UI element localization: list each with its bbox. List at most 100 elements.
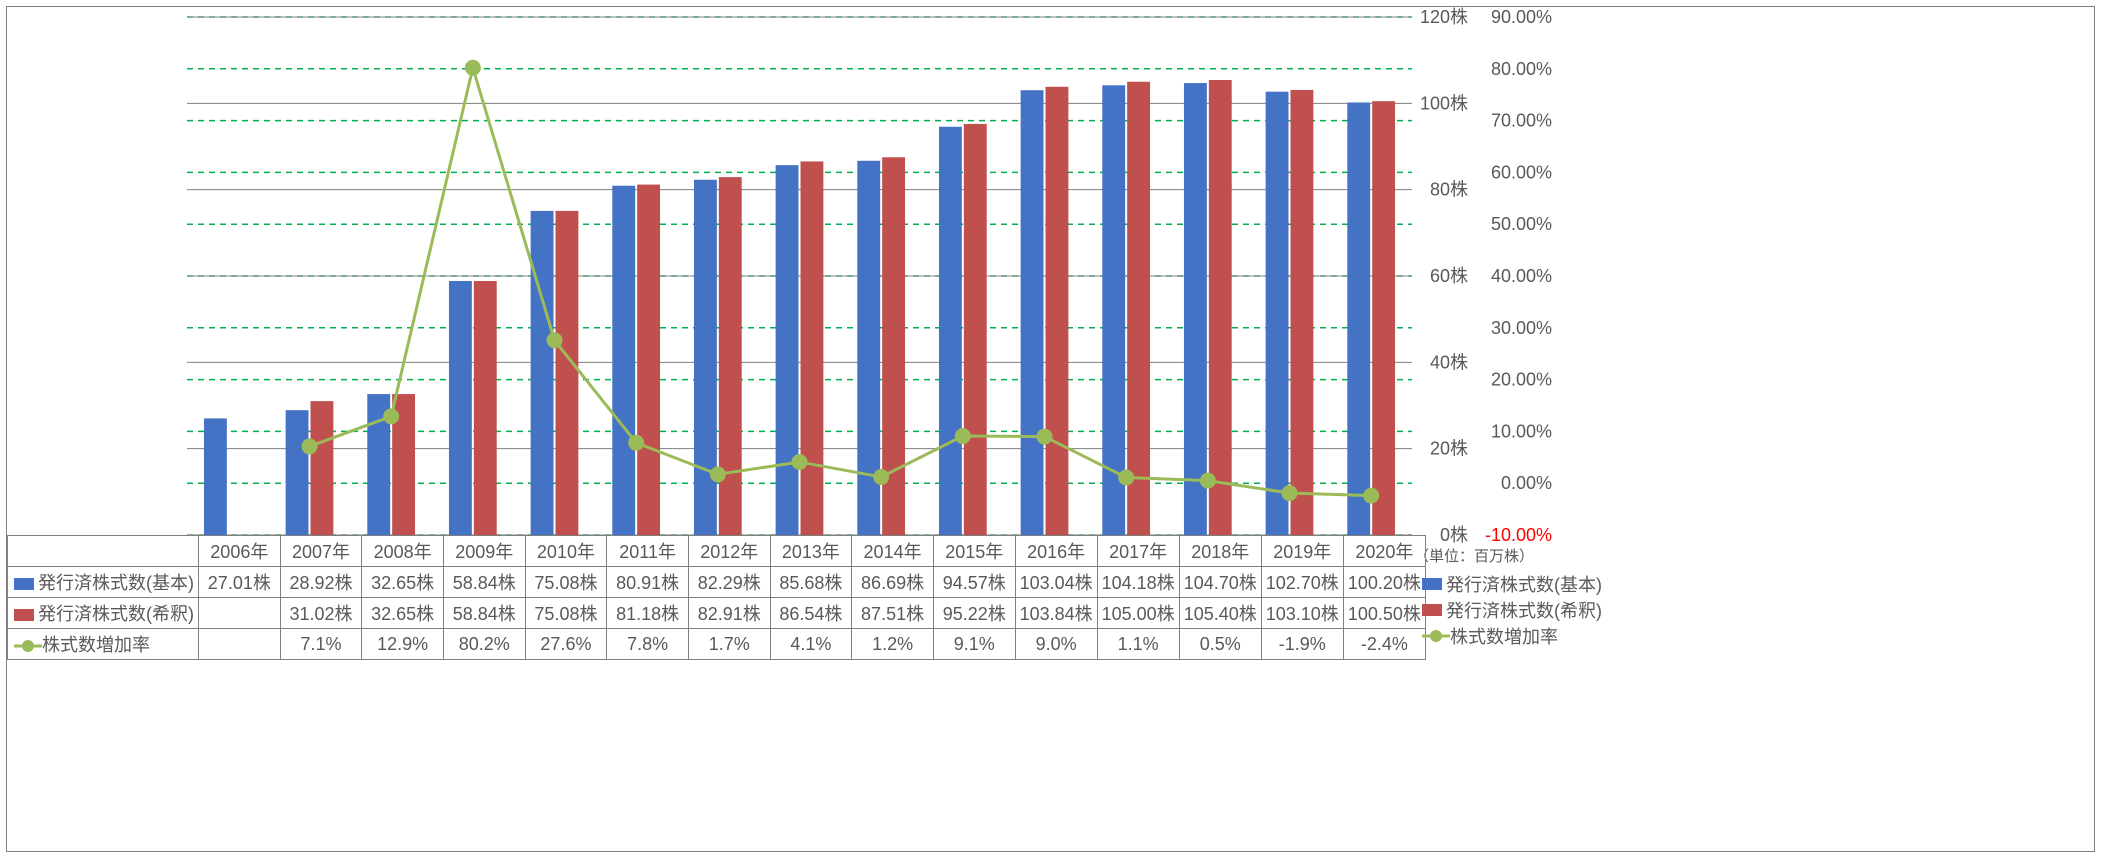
right-axis-tick: 40.00% — [1491, 266, 1552, 286]
row-head-label: 発行済株式数(希釈) — [38, 604, 194, 624]
table-cell-growth: 1.7% — [688, 629, 770, 660]
growth-marker — [1037, 429, 1053, 445]
bar-diluted — [719, 177, 742, 535]
legend-item-diluted: 発行済株式数(希釈) — [1422, 597, 1602, 623]
table-cell-diluted — [199, 598, 281, 629]
growth-marker — [383, 408, 399, 424]
table-category-cell: 2006年 — [199, 536, 281, 567]
legend-label: 発行済株式数(基本) — [1446, 571, 1602, 597]
table-cell-growth: 12.9% — [362, 629, 444, 660]
table-cell-basic: 82.29株 — [688, 567, 770, 598]
table-cell-diluted: 103.84株 — [1015, 598, 1097, 629]
table-cell-growth: 7.8% — [607, 629, 689, 660]
unit-note: （単位：百万株） — [1414, 548, 1534, 565]
table-cell-diluted: 82.91株 — [688, 598, 770, 629]
bar-basic — [939, 127, 962, 535]
bar-diluted — [964, 124, 987, 535]
legend-swatch-bar — [1422, 604, 1442, 616]
growth-marker — [302, 438, 318, 454]
table-category-cell: 2013年 — [770, 536, 852, 567]
bar-basic — [204, 418, 227, 535]
table-category-cell: 2011年 — [607, 536, 689, 567]
growth-marker — [873, 469, 889, 485]
table-cell-basic: 27.01株 — [199, 567, 281, 598]
right-axis-tick: 0.00% — [1501, 473, 1552, 493]
table-cell-diluted: 58.84株 — [443, 598, 525, 629]
right-axis-tick: 60.00% — [1491, 162, 1552, 182]
table-cell-basic: 80.91株 — [607, 567, 689, 598]
row-head-label: 株式数増加率 — [42, 635, 150, 655]
growth-marker — [547, 332, 563, 348]
table-cell-basic: 104.18株 — [1097, 567, 1179, 598]
bar-basic — [612, 186, 635, 535]
bar-basic — [286, 410, 309, 535]
table-cell-growth: 80.2% — [443, 629, 525, 660]
table-category-cell: 2007年 — [280, 536, 362, 567]
bar-basic — [694, 180, 717, 535]
legend-label: 発行済株式数(希釈) — [1446, 597, 1602, 623]
table-category-cell: 2019年 — [1261, 536, 1343, 567]
left-axis-tick: 80株 — [1430, 180, 1468, 200]
right-axis-tick: -10.00% — [1485, 525, 1552, 545]
table-corner — [8, 536, 199, 567]
table-cell-basic: 94.57株 — [933, 567, 1015, 598]
table-category-cell: 2012年 — [688, 536, 770, 567]
row-head-label: 発行済株式数(基本) — [38, 573, 194, 593]
growth-marker — [1363, 488, 1379, 504]
legend-swatch-line — [14, 639, 42, 653]
table-cell-basic: 103.04株 — [1015, 567, 1097, 598]
table-cell-basic: 100.20株 — [1343, 567, 1425, 598]
table-cell-growth: 1.1% — [1097, 629, 1179, 660]
growth-marker — [1282, 485, 1298, 501]
table-cell-growth: 0.5% — [1179, 629, 1261, 660]
right-axis-tick: 80.00% — [1491, 59, 1552, 79]
bar-diluted — [556, 211, 579, 535]
combo-chart: 0株20株40株60株80株100株120株-10.00%0.00%10.00%… — [7, 7, 2096, 567]
left-axis-tick: 40株 — [1430, 352, 1468, 372]
right-axis-tick: 70.00% — [1491, 111, 1552, 131]
table-category-cell: 2010年 — [525, 536, 607, 567]
table-cell-growth: 4.1% — [770, 629, 852, 660]
legend-item-growth: 株式数増加率 — [1422, 623, 1602, 649]
table-cell-growth: 9.0% — [1015, 629, 1097, 660]
chart-container: 0株20株40株60株80株100株120株-10.00%0.00%10.00%… — [6, 6, 2095, 852]
left-axis-tick: 100株 — [1420, 93, 1468, 113]
table-cell-basic: 85.68株 — [770, 567, 852, 598]
bar-diluted — [637, 185, 660, 535]
table-cell-basic: 104.70株 — [1179, 567, 1261, 598]
table-category-cell: 2009年 — [443, 536, 525, 567]
table-category-cell: 2018年 — [1179, 536, 1261, 567]
row-head-basic: 発行済株式数(基本) — [8, 567, 199, 598]
table-cell-growth: 1.2% — [852, 629, 934, 660]
bar-basic — [1266, 92, 1289, 535]
table-cell-diluted: 75.08株 — [525, 598, 607, 629]
growth-marker — [955, 428, 971, 444]
table-cell-basic: 58.84株 — [443, 567, 525, 598]
table-cell-diluted: 100.50株 — [1343, 598, 1425, 629]
right-axis-tick: 10.00% — [1491, 421, 1552, 441]
table-cell-diluted: 95.22株 — [933, 598, 1015, 629]
growth-marker — [628, 435, 644, 451]
growth-marker — [1200, 473, 1216, 489]
legend-item-basic: 発行済株式数(基本) — [1422, 571, 1602, 597]
table-cell-basic: 28.92株 — [280, 567, 362, 598]
legend-swatch-line — [1422, 629, 1450, 643]
bar-diluted — [1046, 87, 1069, 535]
bar-diluted — [1127, 82, 1150, 535]
legend-label: 株式数増加率 — [1450, 623, 1558, 649]
row-head-growth: 株式数増加率 — [8, 629, 199, 660]
data-table-host: 2006年2007年2008年2009年2010年2011年2012年2013年… — [7, 535, 1426, 660]
bar-basic — [1184, 83, 1207, 535]
bar-basic — [531, 211, 554, 535]
table-cell-basic: 32.65株 — [362, 567, 444, 598]
bar-basic — [776, 165, 799, 535]
left-axis-tick: 120株 — [1420, 7, 1468, 27]
bar-diluted — [311, 401, 334, 535]
table-cell-growth: 9.1% — [933, 629, 1015, 660]
table-cell-growth: -2.4% — [1343, 629, 1425, 660]
bar-basic — [1347, 102, 1370, 535]
table-cell-basic: 102.70株 — [1261, 567, 1343, 598]
table-category-cell: 2008年 — [362, 536, 444, 567]
table-cell-growth — [199, 629, 281, 660]
right-axis-tick: 50.00% — [1491, 214, 1552, 234]
